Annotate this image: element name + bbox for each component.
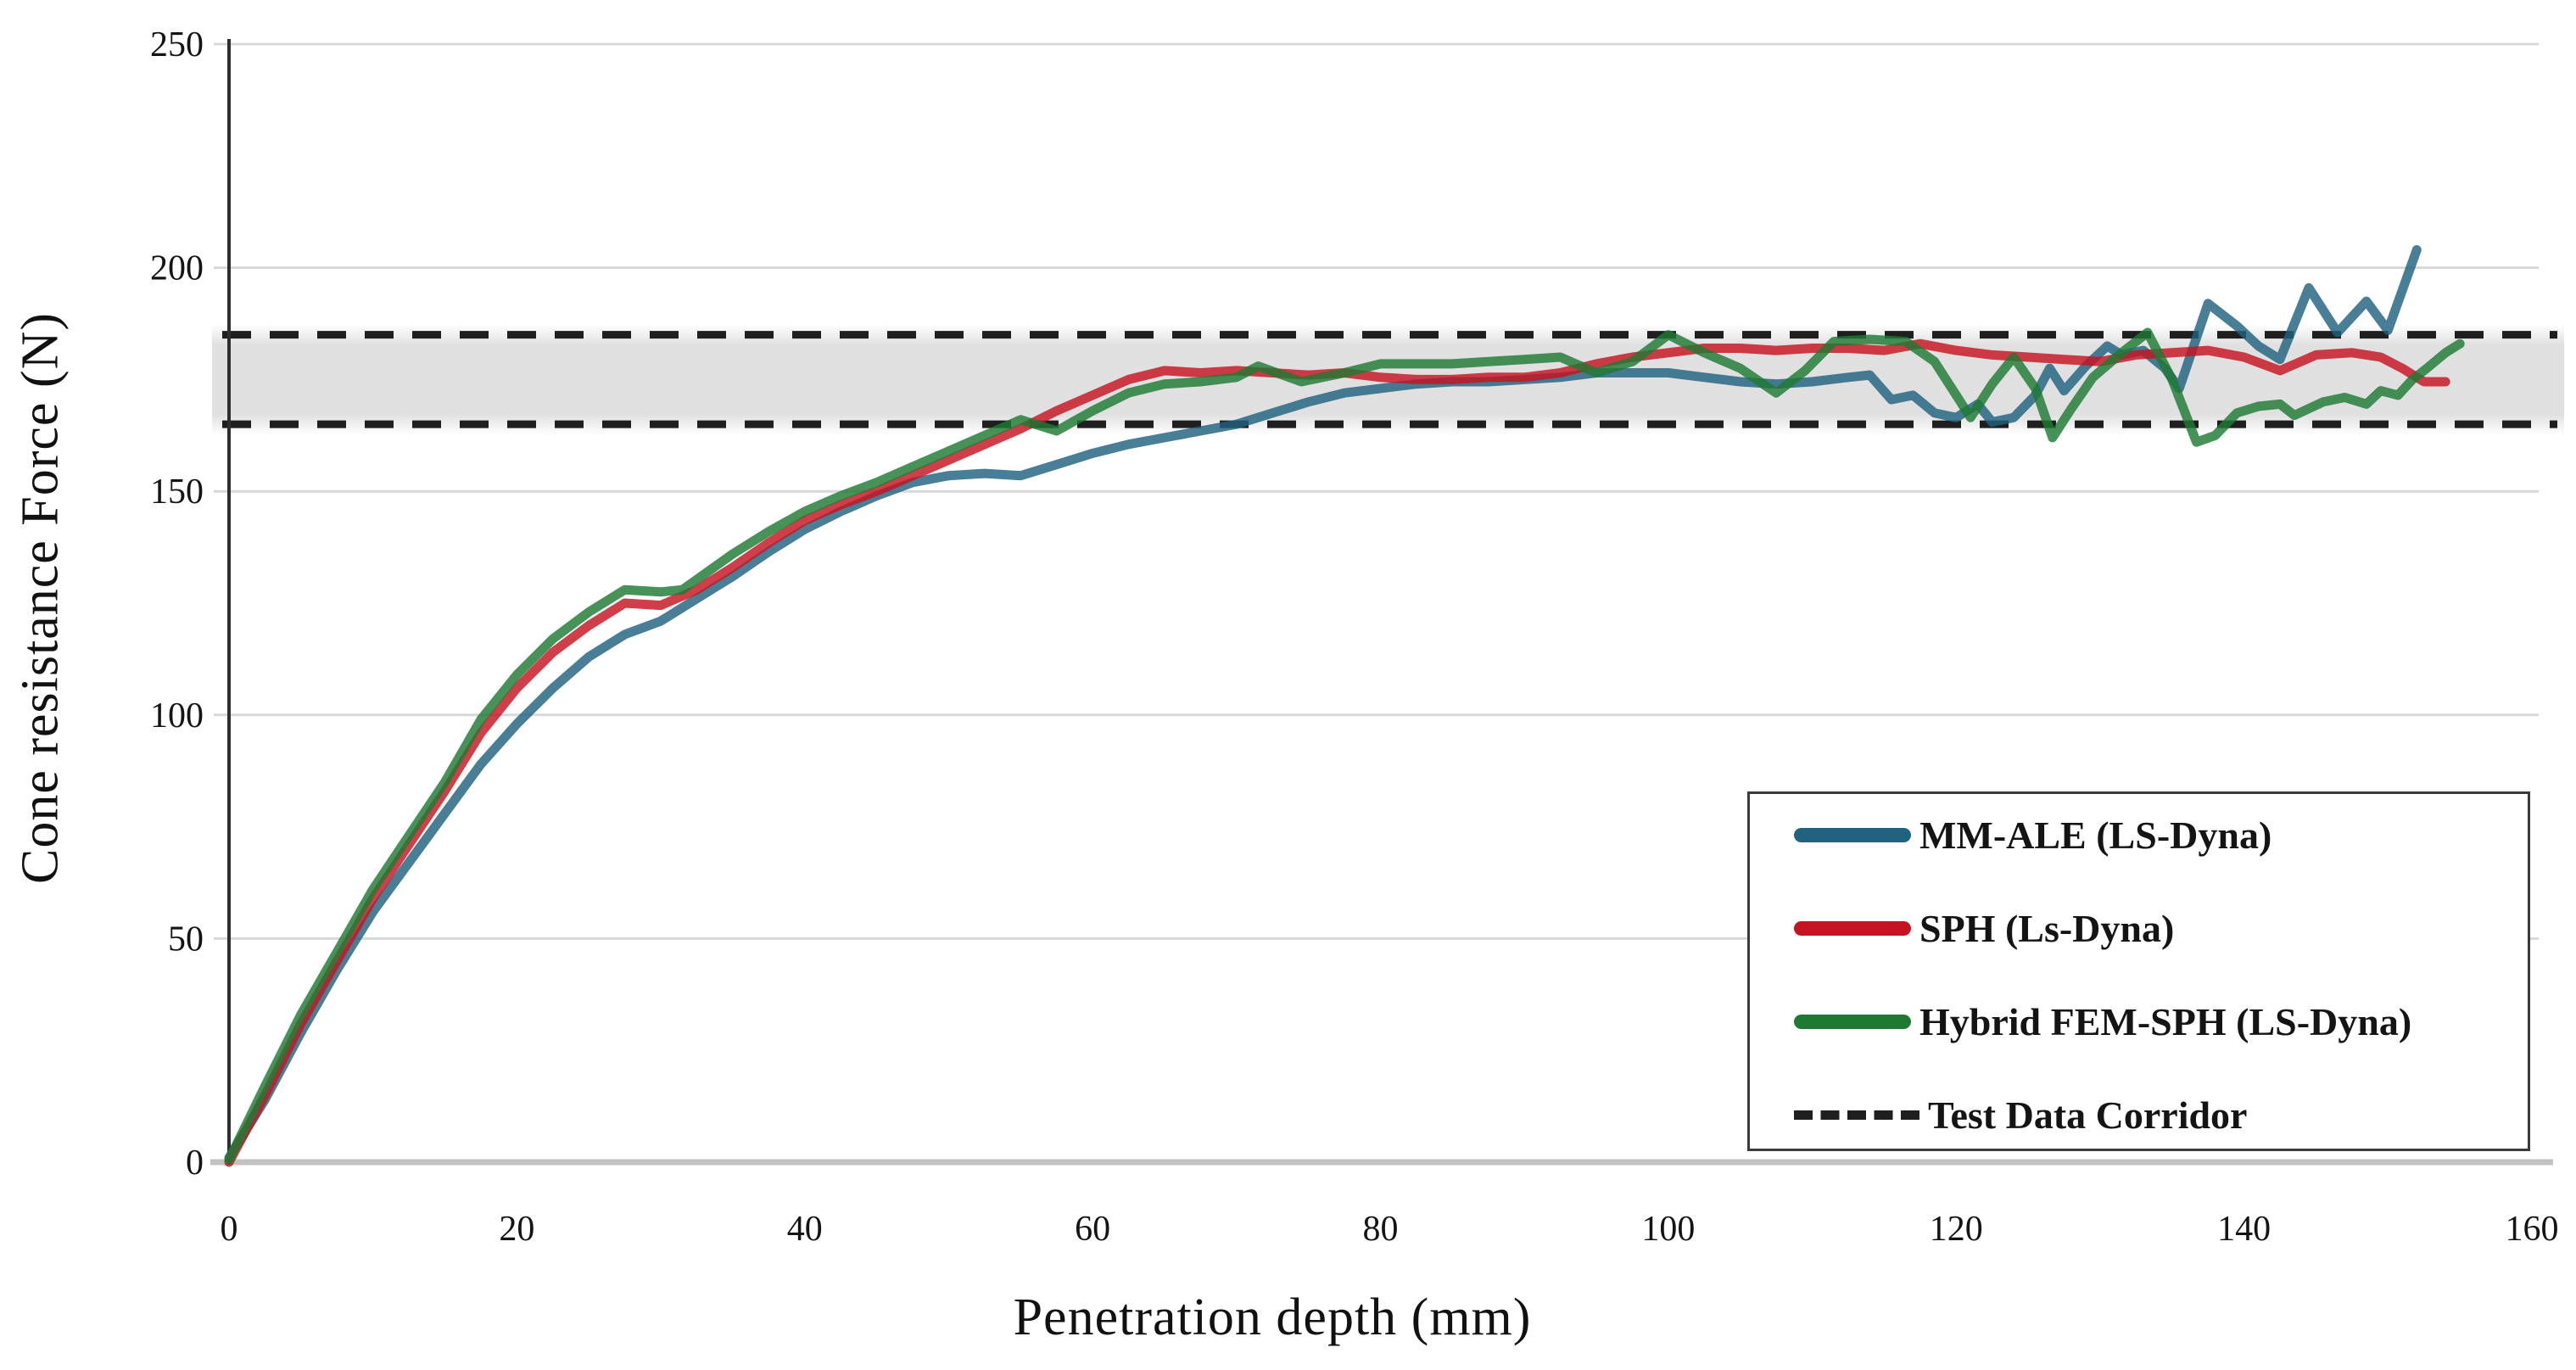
series-line-2 [224, 327, 2465, 1165]
x-axis-title: Penetration depth (mm) [1013, 1289, 1532, 1346]
y-axis-title: Cone resistance Force (N) [11, 311, 70, 885]
y-tick-label-200: 200 [150, 249, 204, 288]
legend-item-sph: SPH (Ls-Dyna) [1750, 897, 2528, 959]
x-tick-labels: 0 20 40 60 80 100 120 140 160 [221, 1210, 2559, 1249]
legend-label: Test Data Corridor [1928, 1093, 2248, 1137]
y-tick-label-50: 50 [168, 920, 204, 959]
y-tick-label-150: 150 [150, 473, 204, 512]
x-tick-label-80: 80 [1363, 1210, 1399, 1249]
legend-label: SPH (Ls-Dyna) [1919, 906, 2175, 950]
x-tick-label-0: 0 [221, 1210, 238, 1249]
y-tick-label-250: 250 [150, 25, 204, 64]
x-tick-label-40: 40 [787, 1210, 823, 1249]
x-tick-label-140: 140 [2217, 1210, 2271, 1249]
legend-item-mm-ale: MM-ALE (LS-Dyna) [1750, 804, 2528, 865]
legend-item-test-data-corridor: Test Data Corridor [1750, 1084, 2528, 1145]
y-tick-label-0: 0 [186, 1144, 204, 1183]
x-tick-label-160: 160 [2506, 1210, 2559, 1249]
y-tick-label-100: 100 [150, 696, 204, 735]
sph-line-swatch [1794, 920, 1911, 936]
test-data-corridor-dashed-swatch [1794, 1110, 1919, 1120]
x-tick-label-120: 120 [1930, 1210, 1983, 1249]
legend-item-hybrid-fem-sph: Hybrid FEM-SPH (LS-Dyna) [1750, 991, 2528, 1052]
legend: MM-ALE (LS-Dyna) SPH (Ls-Dyna) Hybrid FE… [1747, 791, 2530, 1151]
x-tick-label-60: 60 [1075, 1210, 1110, 1249]
y-tick-labels: 0 50 100 150 200 250 [150, 25, 204, 1183]
x-tick-label-100: 100 [1641, 1210, 1695, 1249]
legend-label: MM-ALE (LS-Dyna) [1919, 813, 2272, 857]
hybrid-fem-sph-line-swatch [1794, 1014, 1911, 1029]
x-tick-label-20: 20 [499, 1210, 534, 1249]
mm-ale-line-swatch [1794, 827, 1911, 842]
legend-label: Hybrid FEM-SPH (LS-Dyna) [1919, 999, 2412, 1043]
